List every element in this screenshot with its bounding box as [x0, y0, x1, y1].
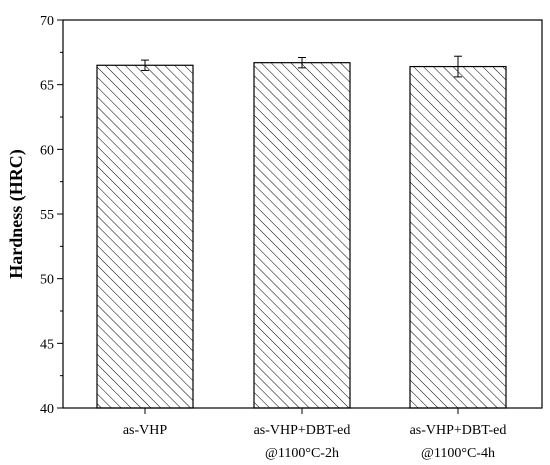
x-tick-label: as-VHP [123, 423, 168, 438]
y-tick-label: 70 [40, 14, 54, 29]
y-tick-label: 65 [40, 79, 54, 94]
y-tick-label: 50 [40, 273, 54, 288]
y-tick-label: 55 [40, 208, 54, 223]
x-tick-label: as-VHP+DBT-ed @1100°C-4h [410, 423, 507, 461]
bar [96, 64, 194, 409]
plot-area: 40 45 50 55 60 65 70 as-VHP as-VHP+DBT-ed @1100°C… [40, 14, 543, 461]
y-tick-label: 40 [40, 402, 54, 417]
bar [409, 65, 507, 409]
bar [253, 62, 351, 409]
x-tick-label: as-VHP+DBT-ed @1100°C-2h [254, 423, 351, 461]
y-tick-label: 45 [40, 337, 54, 352]
y-tick-label: 60 [40, 143, 54, 158]
y-axis-label: Hardness (HRC) [6, 149, 27, 279]
